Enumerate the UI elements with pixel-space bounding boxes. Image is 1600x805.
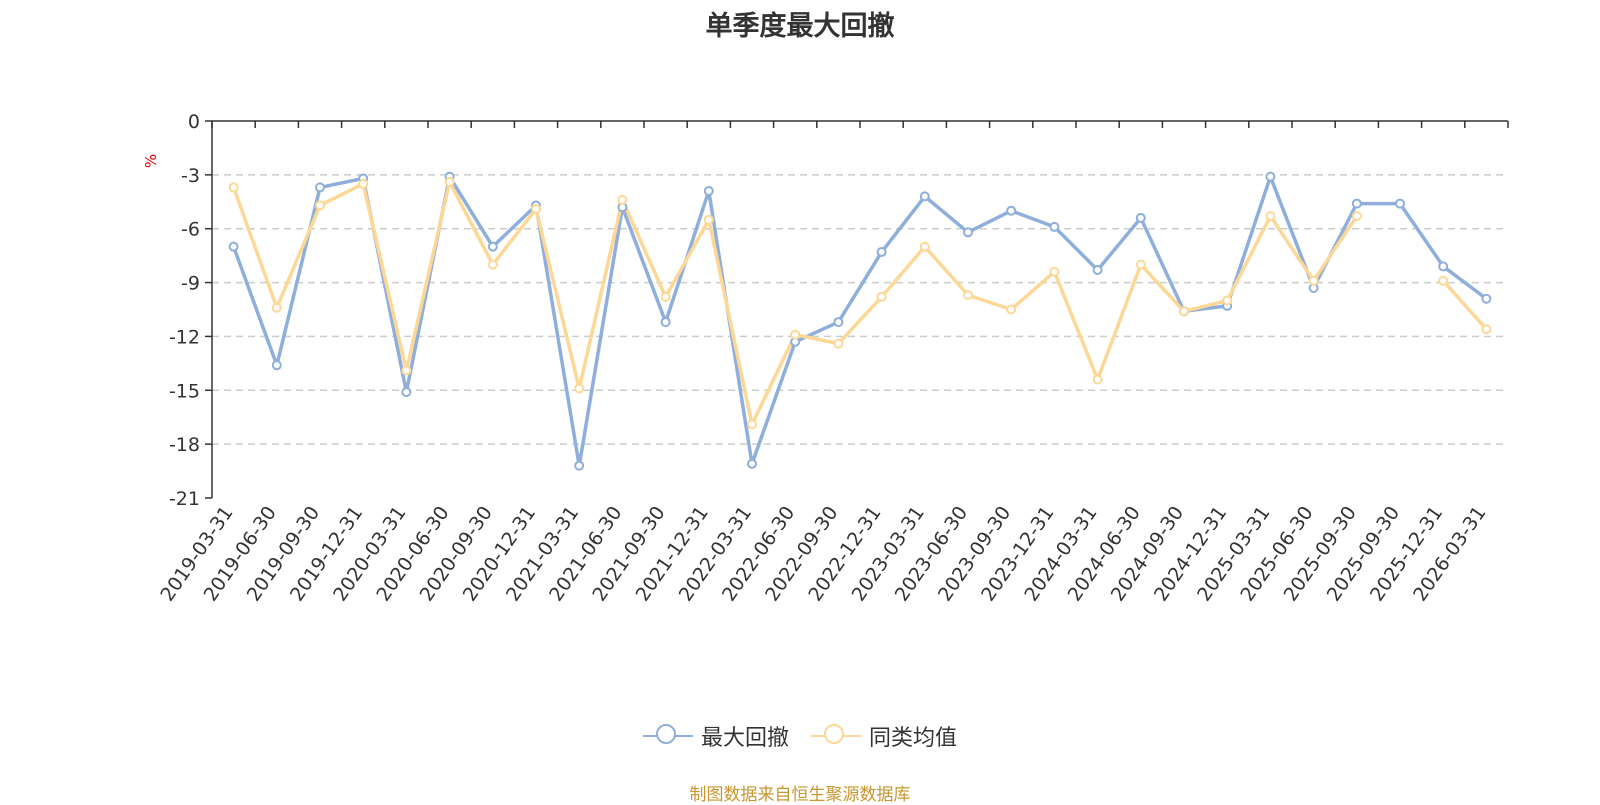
label-layer: 0-3-6-9-12-15-18-212019-03-312019-06-302…	[156, 111, 1490, 605]
series-2-point-9[interactable]	[617, 194, 628, 205]
series-2-point-20[interactable]	[1092, 374, 1103, 385]
series-2-point-7[interactable]	[531, 203, 541, 214]
series-2-point-24[interactable]	[1265, 211, 1276, 222]
grid-layer	[212, 174, 1508, 445]
series-1-point-8[interactable]	[574, 460, 585, 471]
series-1-point-14[interactable]	[833, 317, 844, 328]
series-1-point-2[interactable]	[315, 182, 325, 193]
series-1-point-4[interactable]	[401, 387, 412, 398]
series-1-point-18[interactable]	[1006, 205, 1017, 216]
series-1-point-29[interactable]	[1481, 293, 1492, 304]
series-2-point-28[interactable]	[1438, 275, 1449, 286]
series-2-point-14[interactable]	[833, 338, 844, 349]
y-tick-label-4: -12	[169, 326, 200, 348]
series-2-point-16[interactable]	[919, 241, 930, 252]
series-1-point-6[interactable]	[487, 241, 498, 252]
series-1-point-20[interactable]	[1092, 265, 1103, 276]
series-2-point-0[interactable]	[228, 182, 239, 193]
series-2-point-19[interactable]	[1049, 266, 1060, 277]
series-2-point-10[interactable]	[660, 291, 671, 302]
y-tick-label-7: -21	[169, 488, 200, 510]
series-2-point-5[interactable]	[444, 177, 455, 188]
series-2-point-1[interactable]	[271, 302, 282, 313]
y-axis-unit-label: %	[142, 154, 160, 168]
series-2-point-17[interactable]	[963, 290, 973, 301]
series-2-point-23[interactable]	[1222, 295, 1233, 306]
series-1-point-26[interactable]	[1351, 198, 1362, 209]
series-2-point-29[interactable]	[1481, 324, 1492, 335]
series-2-point-12[interactable]	[747, 419, 757, 430]
series-1-point-0[interactable]	[228, 241, 239, 252]
series-2-line-1	[1441, 279, 1488, 331]
series-1-point-28[interactable]	[1438, 261, 1449, 272]
series-1-point-27[interactable]	[1395, 198, 1405, 209]
series-1-point-12[interactable]	[747, 458, 757, 469]
series-1-point-11[interactable]	[703, 186, 714, 197]
y-tick-label-3: -9	[181, 273, 200, 295]
chart-title: 单季度最大回撤	[705, 11, 895, 42]
series-2-point-13[interactable]	[790, 329, 801, 340]
series-1-point-17[interactable]	[963, 227, 973, 238]
legend: 最大回撤 同类均值	[0, 720, 1600, 752]
y-tick-label-2: -6	[181, 219, 200, 241]
series-2-point-8[interactable]	[574, 383, 585, 394]
y-tick-label-5: -15	[169, 380, 200, 402]
series-1-point-24[interactable]	[1265, 171, 1276, 182]
series-1-point-19[interactable]	[1049, 221, 1060, 232]
legend-swatch-series-1-icon	[642, 723, 693, 749]
series-2-point-25[interactable]	[1308, 275, 1319, 286]
y-tick-label-1: -3	[181, 165, 200, 187]
series-2-line-0	[231, 180, 1359, 427]
legend-swatch-series-2-icon	[811, 723, 861, 749]
source-note: 制图数据来自恒生聚源数据库	[689, 785, 911, 805]
series-1-point-16[interactable]	[919, 191, 930, 202]
series-2-point-6[interactable]	[487, 259, 498, 270]
series-2-point-26[interactable]	[1351, 211, 1362, 222]
axis-layer	[205, 120, 1509, 499]
series-2-point-15[interactable]	[876, 291, 887, 302]
series-2-point-22[interactable]	[1179, 306, 1189, 317]
y-tick-label-0: 0	[188, 111, 200, 133]
legend-label-series-2: 同类均值	[869, 726, 958, 751]
legend-item-series-2[interactable]: 同类均值	[811, 720, 957, 752]
series-2-point-18[interactable]	[1006, 304, 1017, 315]
series-2-point-2[interactable]	[315, 200, 325, 211]
series-2-point-3[interactable]	[358, 178, 369, 189]
series-1-point-21[interactable]	[1135, 212, 1146, 223]
series-2-point-21[interactable]	[1135, 259, 1146, 270]
series-2-point-4[interactable]	[401, 365, 412, 376]
y-tick-label-6: -18	[169, 434, 200, 456]
legend-item-series-1[interactable]: 最大回撤	[642, 720, 789, 752]
series-2-point-11[interactable]	[703, 214, 714, 225]
series-1-point-10[interactable]	[660, 317, 671, 328]
legend-label-series-1: 最大回撤	[700, 726, 789, 751]
series-1-point-1[interactable]	[271, 360, 282, 371]
series-1-point-15[interactable]	[876, 247, 887, 258]
series-layer	[228, 171, 1492, 471]
